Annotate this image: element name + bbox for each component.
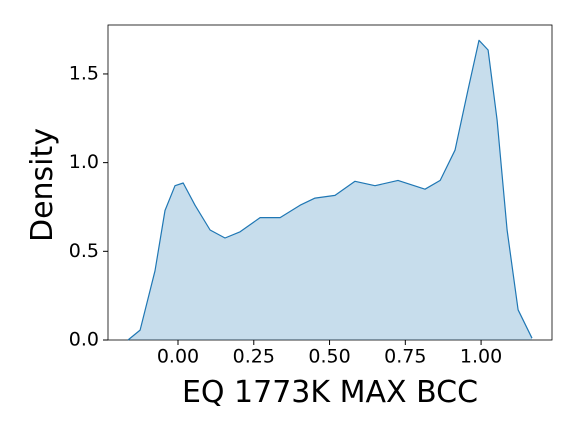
x-tick-label: 0.50 xyxy=(308,346,350,368)
y-tick-label: 1.0 xyxy=(69,151,99,173)
y-axis-label: Density xyxy=(25,128,60,242)
y-tick-label: 0.5 xyxy=(69,240,99,262)
x-tick-label: 0.75 xyxy=(384,346,426,368)
x-axis-label: EQ 1773K MAX BCC xyxy=(182,375,478,410)
x-tick-label: 0.00 xyxy=(157,346,199,368)
y-tick-label: 1.5 xyxy=(69,62,99,84)
x-tick-label: 0.25 xyxy=(233,346,275,368)
density-area xyxy=(128,40,532,341)
y-tick-label: 0.0 xyxy=(69,329,99,351)
x-tick-label: 1.00 xyxy=(460,346,502,368)
density-line xyxy=(127,39,533,341)
